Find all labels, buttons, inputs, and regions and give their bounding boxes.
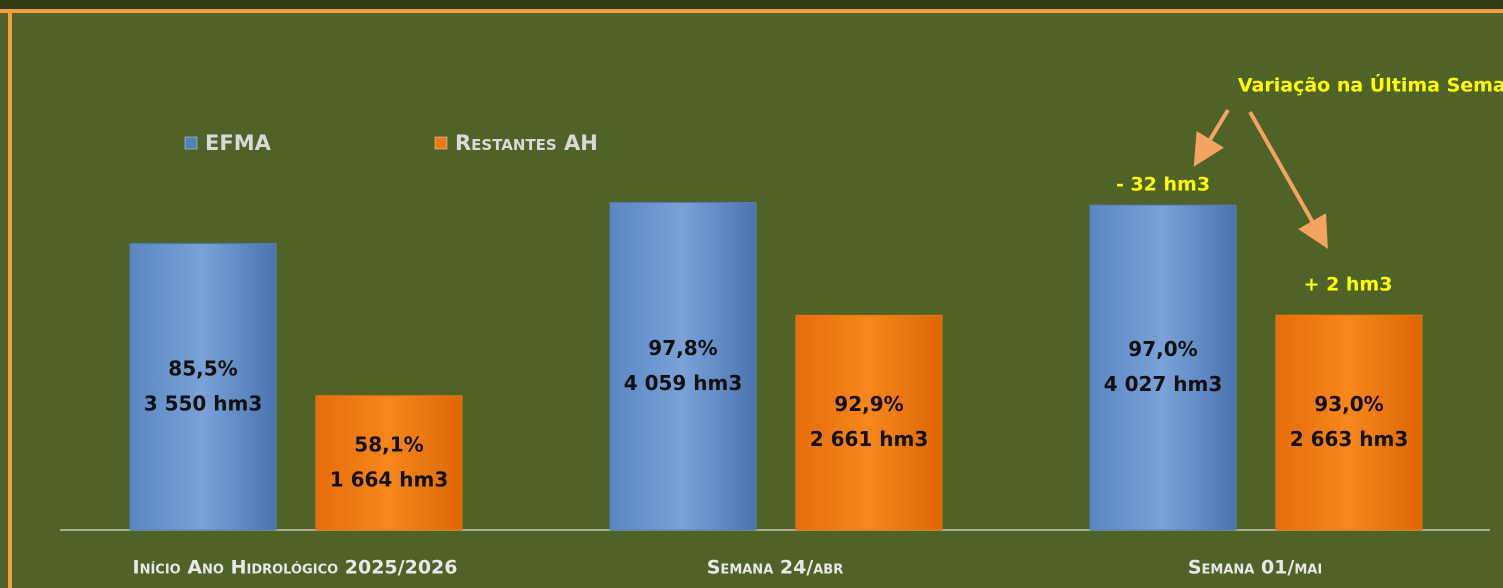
value-label: 2 661 hm3 [810,427,929,451]
x-tick-label: Início Ano Hidrológico 2025/2026 [133,557,458,579]
x-tick-label: Semana 01/mai [1188,557,1322,579]
percent-label: 85,5% [168,356,237,380]
top-strip [0,0,1503,9]
annotation: Variação na Última Semana [1238,73,1503,97]
bar [129,243,277,531]
bar [609,202,757,531]
bar [1275,314,1423,531]
legend-label: Restantes AH [455,131,598,155]
arrow [1193,108,1230,167]
bar [315,395,463,531]
value-label: 2 663 hm3 [1290,427,1409,451]
annotation: + 2 hm3 [1304,274,1393,296]
bar [795,314,943,531]
legend-swatch [434,136,448,150]
legend-label: EFMA [205,131,272,155]
percent-label: 97,8% [648,336,717,360]
percent-label: 97,0% [1128,337,1197,361]
percent-label: 92,9% [834,392,903,416]
value-label: 4 059 hm3 [624,371,743,395]
legend-swatch [184,136,198,150]
x-tick-label: Semana 24/abr [707,557,843,579]
top-border [0,9,1503,13]
percent-label: 58,1% [354,432,423,456]
left-border [8,9,12,588]
value-label: 4 027 hm3 [1104,372,1223,396]
arrow [1248,111,1328,249]
value-label: 1 664 hm3 [330,467,449,491]
value-label: 3 550 hm3 [144,391,263,415]
percent-label: 93,0% [1314,392,1383,416]
bar [1089,204,1237,531]
annotation: - 32 hm3 [1116,174,1210,196]
